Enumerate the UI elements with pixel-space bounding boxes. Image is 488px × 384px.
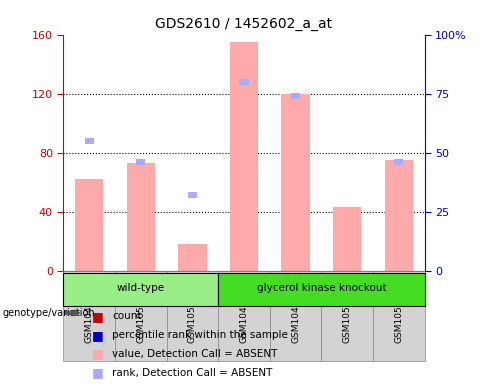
Text: GSM104736: GSM104736 [240, 288, 248, 343]
Bar [75, 179, 103, 271]
Bar [394, 159, 403, 165]
Text: ■: ■ [92, 329, 104, 341]
Text: count: count [112, 311, 142, 321]
Bar [322, 271, 373, 361]
Bar [240, 79, 248, 85]
Bar [373, 271, 425, 361]
Text: GSM105140: GSM105140 [136, 288, 145, 343]
Text: ■: ■ [92, 366, 104, 379]
Bar [188, 192, 197, 198]
Text: glycerol kinase knockout: glycerol kinase knockout [257, 283, 386, 293]
Bar [385, 160, 413, 271]
Text: percentile rank within the sample: percentile rank within the sample [112, 330, 288, 340]
Text: rank, Detection Call = ABSENT: rank, Detection Call = ABSENT [112, 368, 273, 378]
Bar [85, 138, 94, 144]
Bar [63, 271, 115, 361]
Bar [291, 93, 300, 99]
Bar [127, 163, 155, 271]
Title: GDS2610 / 1452602_a_at: GDS2610 / 1452602_a_at [156, 17, 332, 31]
Bar [218, 271, 270, 361]
Text: GSM104740: GSM104740 [291, 289, 300, 343]
Bar [166, 271, 218, 361]
Text: GSM105141: GSM105141 [188, 288, 197, 343]
Bar [178, 245, 206, 271]
Text: GSM105144: GSM105144 [394, 289, 403, 343]
Text: GSM105142: GSM105142 [343, 289, 352, 343]
Text: GSM104738: GSM104738 [85, 288, 94, 343]
Bar [115, 271, 166, 361]
Bar [230, 42, 258, 271]
Text: genotype/variation: genotype/variation [2, 308, 95, 318]
Text: value, Detection Call = ABSENT: value, Detection Call = ABSENT [112, 349, 278, 359]
Bar [136, 159, 145, 165]
Bar [63, 273, 218, 306]
Bar [282, 94, 310, 271]
Bar [270, 271, 322, 361]
Text: wild-type: wild-type [117, 283, 165, 293]
Text: ■: ■ [92, 348, 104, 361]
Bar [333, 207, 361, 271]
Text: ■: ■ [92, 310, 104, 323]
Bar [218, 273, 425, 306]
